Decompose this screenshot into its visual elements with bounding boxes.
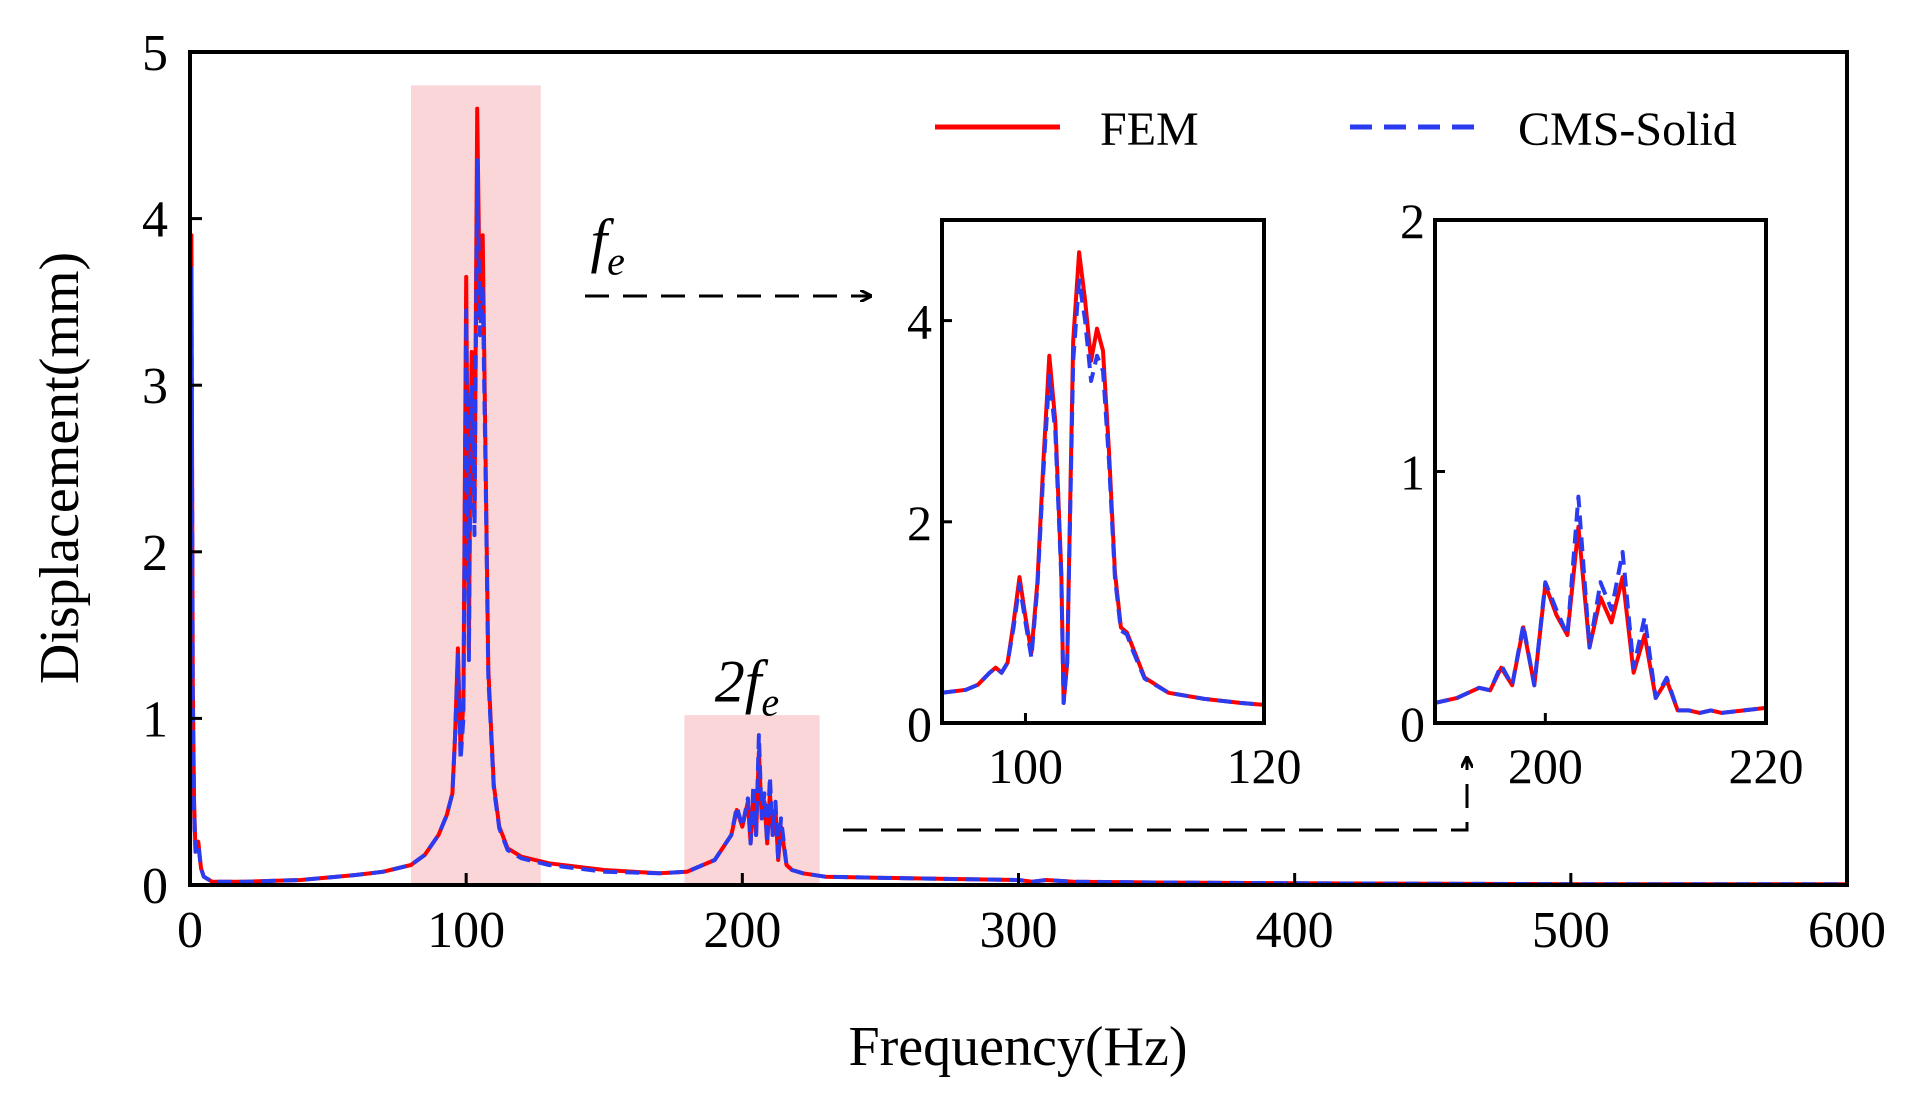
inset-1-y-tick-label: 0 bbox=[907, 696, 932, 752]
main-x-tick-label: 300 bbox=[980, 902, 1058, 959]
main-y-tick-label: 5 bbox=[142, 25, 168, 82]
main-x-tick-label: 600 bbox=[1808, 902, 1886, 959]
main-y-tick-label: 2 bbox=[142, 525, 168, 582]
inset-2-y-tick-label: 2 bbox=[1400, 193, 1425, 249]
main-y-tick-label: 4 bbox=[142, 192, 168, 249]
inset-1-x-tick-label: 120 bbox=[1227, 738, 1302, 794]
inset-plot-fe: 100 120 0 2 4 bbox=[907, 218, 1302, 794]
main-y-tick-label: 0 bbox=[142, 858, 168, 915]
main-x-tick-label: 200 bbox=[703, 902, 781, 959]
main-x-tick-label: 100 bbox=[427, 902, 505, 959]
legend-cms-label: CMS-Solid bbox=[1518, 103, 1737, 156]
main-x-tick-label: 0 bbox=[177, 902, 203, 959]
inset-2-frame bbox=[1433, 218, 1768, 725]
inset-1-frame bbox=[940, 218, 1266, 725]
main-series-cms-solid bbox=[190, 158, 1847, 885]
inset-2-series-fem bbox=[1435, 524, 1766, 715]
main-y-tick-label: 1 bbox=[142, 691, 168, 748]
legend-fem-label: FEM bbox=[1100, 103, 1199, 156]
legend: FEM CMS-Solid bbox=[935, 103, 1737, 156]
inset-1-y-tick-label: 4 bbox=[907, 294, 932, 350]
inset-plot-2fe: 200 220 0 1 2 bbox=[1400, 193, 1804, 794]
inset-2-x-tick-label: 200 bbox=[1508, 738, 1583, 794]
annotation-2: 2fe bbox=[715, 649, 779, 725]
annotations: fe 2fe bbox=[590, 207, 779, 724]
arrow-2fe-to-inset bbox=[843, 758, 1467, 832]
main-y-tick-label: 3 bbox=[142, 358, 168, 415]
inset-1-series-cms-solid bbox=[942, 278, 1264, 707]
main-x-tick-label: 500 bbox=[1532, 902, 1610, 959]
inset-2-x-tick-label: 220 bbox=[1729, 738, 1804, 794]
inset-1-y-tick-label: 2 bbox=[907, 495, 932, 551]
x-axis-title: Frequency(Hz) bbox=[849, 1016, 1188, 1078]
inset-2-y-tick-label: 0 bbox=[1400, 696, 1425, 752]
inset-2-series-cms-solid bbox=[1435, 494, 1766, 715]
main-x-tick-label: 400 bbox=[1256, 902, 1334, 959]
y-axis-title: Displacement(mm) bbox=[29, 252, 91, 684]
annotation-1: fe bbox=[590, 207, 624, 283]
inset-1-x-tick-label: 100 bbox=[988, 738, 1063, 794]
inset-1-series-fem bbox=[942, 250, 1264, 707]
main-series-layer bbox=[190, 106, 1847, 885]
inset-2-y-tick-label: 1 bbox=[1400, 445, 1425, 501]
